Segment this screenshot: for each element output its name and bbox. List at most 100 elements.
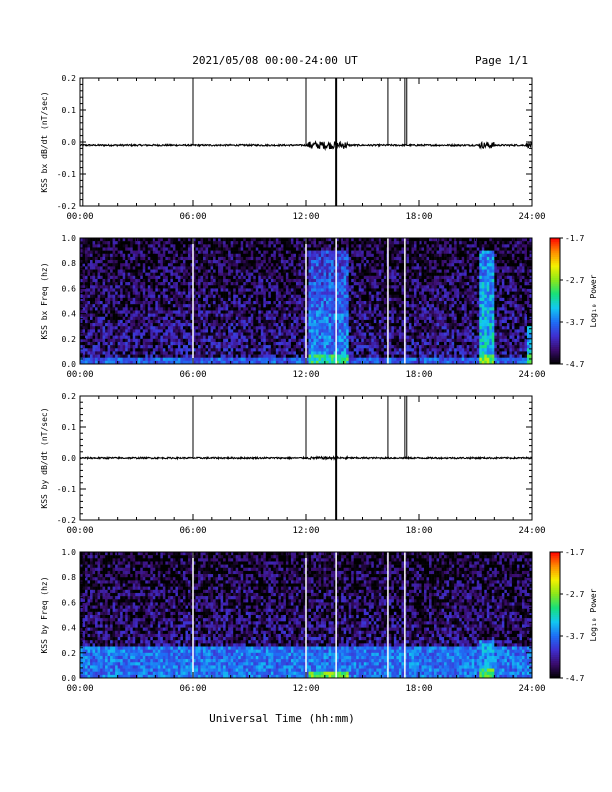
- spectrogram-cell: [85, 250, 88, 255]
- spectrogram-cell: [346, 332, 349, 336]
- spectrogram-cell: [361, 313, 365, 318]
- spectrogram-cell: [182, 241, 186, 245]
- spectrogram-cell: [175, 316, 179, 321]
- spectrogram-cell: [240, 313, 244, 318]
- spectrogram-cell: [195, 285, 199, 289]
- spectrogram-cell: [248, 272, 252, 277]
- spectrogram-cell: [343, 238, 347, 242]
- spectrogram-cell: [275, 338, 279, 343]
- spectrogram-cell: [283, 341, 287, 346]
- spectrogram-cell: [220, 313, 224, 318]
- spectrogram-cell: [351, 345, 355, 349]
- spectrogram-cell: [213, 253, 216, 258]
- spectrogram-cell: [177, 275, 181, 280]
- spectrogram-cell: [265, 335, 269, 340]
- spectrogram-cell: [263, 338, 267, 343]
- spectrogram-cell: [112, 357, 116, 362]
- spectrogram-cell: [127, 297, 131, 302]
- spectrogram-cell: [358, 247, 362, 251]
- spectrogram-cell: [331, 319, 334, 324]
- spectrogram-cell: [323, 269, 327, 273]
- spectrogram-cell: [275, 351, 279, 355]
- spectrogram-cell: [225, 250, 229, 255]
- spectrogram-cell: [130, 351, 134, 355]
- spectrogram-cell: [102, 275, 106, 280]
- spectrogram-cell: [112, 278, 116, 283]
- spectrogram-cell: [213, 285, 216, 289]
- spectrogram-cell: [368, 341, 372, 346]
- spectrogram-cell: [210, 256, 214, 261]
- spectrogram-cell: [170, 260, 174, 264]
- spectrogram-cell: [238, 291, 242, 295]
- spectrogram-cell: [243, 297, 247, 302]
- spectrogram-cell: [298, 247, 302, 251]
- spectrogram-cell: [245, 294, 249, 299]
- spectrogram-cell: [240, 285, 244, 289]
- spectrogram-cell: [378, 278, 382, 283]
- spectrogram-cell: [285, 278, 289, 283]
- spectrogram-cell: [366, 291, 370, 295]
- spectrogram-cell: [318, 278, 322, 283]
- spectrogram-cell: [263, 275, 267, 280]
- spectrogram-cell: [117, 316, 121, 321]
- spectrogram-cell: [288, 360, 292, 365]
- spectrogram-cell: [110, 256, 113, 261]
- spectrogram-cell: [142, 307, 146, 311]
- spectrogram-cell: [238, 294, 242, 299]
- spectrogram-cell: [97, 269, 101, 273]
- spectrogram-cell: [117, 247, 121, 251]
- spectrogram-cell: [358, 250, 362, 255]
- spectrogram-cell: [112, 345, 116, 349]
- spectrogram-cell: [165, 269, 169, 273]
- spectrogram-cell: [343, 354, 347, 358]
- spectrogram-cell: [331, 278, 334, 283]
- spectrogram-cell: [223, 269, 226, 273]
- spectrogram-cell: [311, 266, 314, 270]
- spectrogram-cell: [233, 329, 236, 333]
- spectrogram-cell: [230, 301, 234, 305]
- spectrogram-cell: [92, 357, 96, 362]
- spectrogram-cell: [107, 272, 111, 277]
- spectrogram-cell: [363, 256, 367, 261]
- spectrogram-cell: [253, 301, 257, 305]
- spectrogram-cell: [358, 326, 362, 330]
- spectrogram-cell: [258, 319, 262, 324]
- spectrogram-cell: [215, 345, 219, 349]
- series-trace: [79, 140, 533, 151]
- spectrogram-cell: [225, 256, 229, 261]
- spectrogram-cell: [238, 247, 242, 251]
- spectrogram-cell: [368, 319, 372, 324]
- spectrogram-cell: [311, 272, 314, 277]
- spectrogram-cell: [218, 275, 221, 280]
- spectrogram-cell: [228, 294, 231, 299]
- spectrogram-cell: [381, 241, 385, 245]
- spectrogram-cell: [97, 301, 101, 305]
- spectrogram-cell: [220, 247, 224, 251]
- spectrogram-cell: [177, 294, 181, 299]
- spectrogram-cell: [223, 291, 226, 295]
- spectrogram-cell: [346, 247, 349, 251]
- spectrogram-cell: [361, 266, 365, 270]
- spectrogram-cell: [230, 256, 234, 261]
- spectrogram-cell: [273, 250, 277, 255]
- spectrogram-cell: [203, 357, 206, 362]
- spectrogram-cell: [378, 247, 382, 251]
- spectrogram-cell: [120, 269, 123, 273]
- spectrogram-cell: [348, 269, 352, 273]
- spectrogram-cell: [378, 297, 382, 302]
- spectrogram-cell: [92, 354, 96, 358]
- spectrogram-cell: [195, 291, 199, 295]
- spectrogram-cell: [323, 244, 327, 248]
- spectrogram-cell: [381, 269, 385, 273]
- spectrogram-cell: [333, 354, 337, 358]
- spectrogram-cell: [376, 269, 380, 273]
- spectrogram-cell: [198, 247, 201, 251]
- spectrogram-cell: [313, 335, 317, 340]
- spectrogram-cell: [157, 241, 161, 245]
- spectrogram-cell: [376, 348, 380, 352]
- spectrogram-cell: [383, 278, 387, 283]
- spectrogram-cell: [95, 256, 98, 261]
- spectrogram-cell: [122, 354, 126, 358]
- spectrogram-cell: [250, 338, 254, 343]
- spectrogram-cell: [348, 256, 352, 261]
